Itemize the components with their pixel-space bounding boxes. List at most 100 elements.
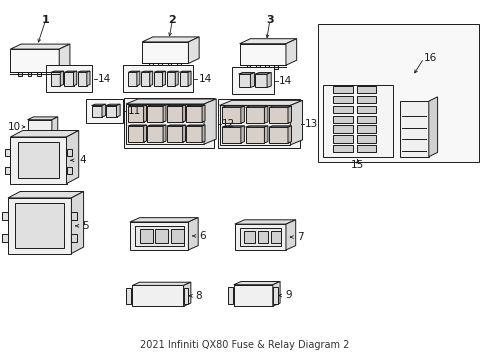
Polygon shape	[66, 167, 72, 174]
Polygon shape	[245, 127, 264, 143]
Polygon shape	[186, 105, 204, 106]
Polygon shape	[142, 42, 188, 63]
Polygon shape	[255, 64, 259, 69]
Bar	[356, 125, 376, 133]
Polygon shape	[166, 125, 185, 126]
Polygon shape	[241, 106, 244, 123]
Text: 8: 8	[195, 291, 202, 301]
Polygon shape	[4, 149, 10, 156]
Polygon shape	[27, 117, 58, 120]
Polygon shape	[188, 218, 198, 250]
Polygon shape	[128, 71, 140, 72]
Polygon shape	[141, 72, 149, 86]
Polygon shape	[71, 234, 77, 242]
Polygon shape	[264, 64, 268, 69]
Polygon shape	[287, 126, 291, 143]
Bar	[332, 125, 352, 133]
Polygon shape	[64, 71, 77, 72]
Bar	[332, 116, 352, 123]
Polygon shape	[128, 105, 146, 106]
Polygon shape	[8, 192, 83, 198]
Polygon shape	[10, 137, 66, 184]
Text: 14: 14	[198, 73, 211, 84]
Polygon shape	[238, 73, 254, 74]
Polygon shape	[71, 192, 83, 253]
Polygon shape	[18, 142, 59, 178]
Polygon shape	[147, 126, 163, 142]
Polygon shape	[132, 285, 183, 306]
Polygon shape	[15, 203, 64, 248]
Polygon shape	[91, 105, 102, 117]
Bar	[140, 229, 152, 243]
Polygon shape	[166, 105, 185, 106]
Bar	[270, 231, 281, 243]
Polygon shape	[147, 105, 165, 106]
Polygon shape	[233, 282, 280, 285]
Polygon shape	[2, 212, 8, 220]
Polygon shape	[241, 126, 244, 143]
Bar	[332, 96, 352, 103]
Text: 11: 11	[127, 106, 141, 116]
Polygon shape	[255, 74, 266, 87]
Bar	[86, 99, 122, 123]
Text: 14: 14	[98, 73, 111, 84]
Polygon shape	[8, 198, 71, 253]
Text: 6: 6	[199, 231, 206, 241]
Text: 2: 2	[168, 15, 176, 26]
Polygon shape	[245, 126, 267, 127]
Polygon shape	[128, 125, 146, 126]
Polygon shape	[106, 105, 116, 117]
Text: 13: 13	[304, 120, 317, 129]
Bar	[155, 229, 168, 243]
Polygon shape	[66, 149, 72, 156]
Polygon shape	[132, 282, 190, 285]
Polygon shape	[167, 63, 171, 67]
Polygon shape	[182, 125, 185, 142]
Polygon shape	[2, 234, 8, 242]
Polygon shape	[52, 117, 58, 134]
Polygon shape	[149, 71, 152, 86]
Polygon shape	[399, 101, 428, 157]
Polygon shape	[37, 72, 41, 76]
Text: 1: 1	[41, 15, 49, 26]
Polygon shape	[186, 106, 202, 122]
Polygon shape	[219, 100, 302, 105]
Bar	[317, 24, 478, 162]
Bar	[239, 228, 281, 246]
Polygon shape	[4, 167, 10, 174]
Polygon shape	[179, 72, 188, 86]
Polygon shape	[222, 106, 244, 107]
Polygon shape	[166, 106, 182, 122]
Polygon shape	[222, 127, 241, 143]
Bar	[332, 86, 352, 93]
Polygon shape	[222, 107, 241, 123]
Polygon shape	[51, 72, 60, 86]
Polygon shape	[239, 44, 285, 65]
Polygon shape	[73, 71, 77, 86]
Polygon shape	[154, 72, 162, 86]
Polygon shape	[130, 218, 198, 222]
Polygon shape	[222, 126, 244, 127]
Polygon shape	[137, 71, 140, 86]
Text: 2021 Infiniti QX80 Fuse & Relay Diagram 2: 2021 Infiniti QX80 Fuse & Relay Diagram …	[140, 340, 348, 350]
Text: 5: 5	[82, 221, 88, 231]
Polygon shape	[128, 106, 143, 122]
Polygon shape	[71, 212, 77, 220]
Polygon shape	[78, 72, 86, 86]
Text: 14: 14	[278, 76, 291, 86]
Polygon shape	[255, 73, 271, 74]
Polygon shape	[233, 285, 272, 306]
Bar	[356, 145, 376, 152]
Polygon shape	[179, 71, 191, 72]
Polygon shape	[27, 120, 52, 134]
Polygon shape	[51, 71, 63, 72]
Polygon shape	[126, 99, 216, 104]
Bar	[244, 231, 255, 243]
Polygon shape	[285, 220, 295, 250]
Polygon shape	[272, 287, 277, 304]
Text: 3: 3	[265, 15, 273, 26]
Polygon shape	[106, 104, 120, 105]
Polygon shape	[143, 105, 146, 122]
Polygon shape	[166, 126, 182, 142]
Polygon shape	[183, 282, 190, 306]
